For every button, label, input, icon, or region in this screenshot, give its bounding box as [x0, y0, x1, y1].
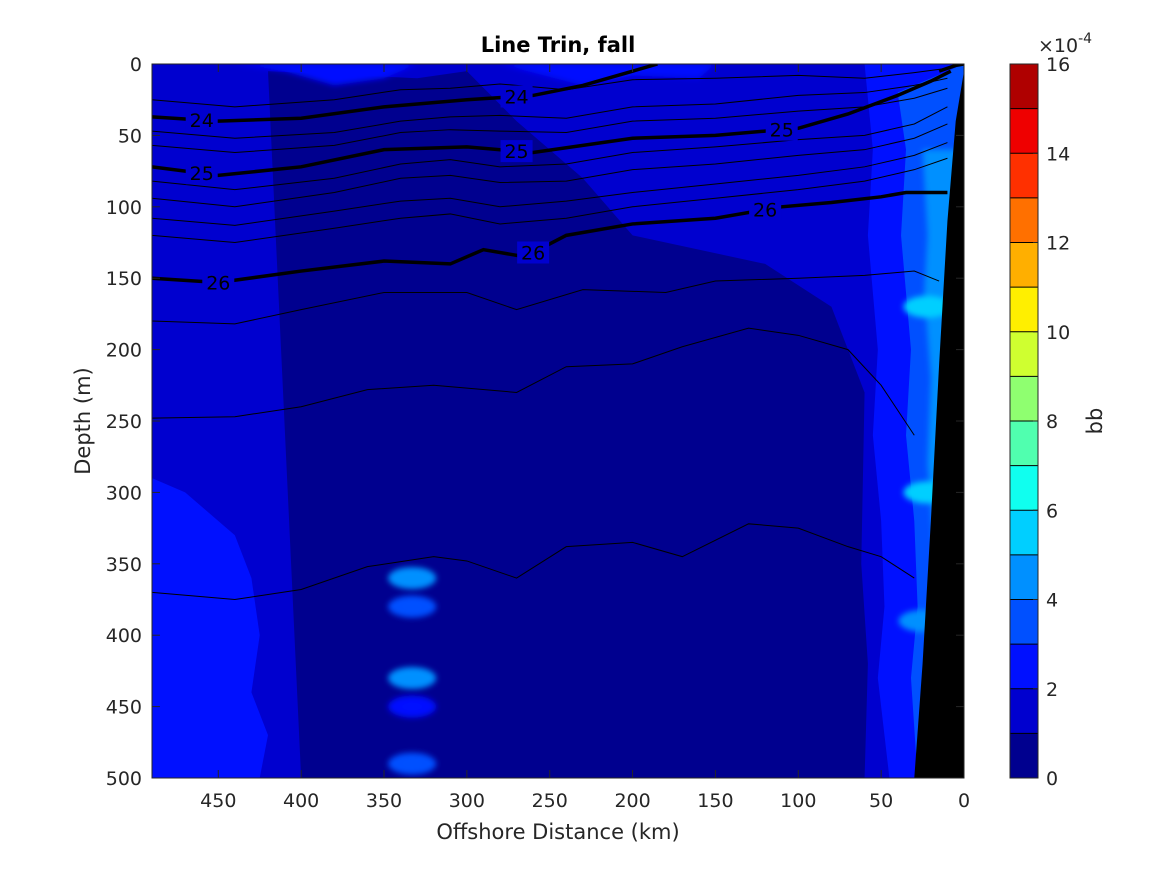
contour-label-background	[517, 241, 550, 264]
colorbar-tick-label: 8	[1046, 411, 1058, 433]
colorbar-swatch	[1010, 376, 1038, 421]
colorbar-swatch	[1010, 64, 1038, 109]
x-axis: 450 400 350 300 250 200 150 100 50 0	[200, 64, 970, 812]
y-tick-label: 0	[130, 54, 142, 76]
field-spot-core	[402, 674, 423, 683]
contour-label-background	[202, 271, 235, 294]
bold-contour-line-25	[152, 69, 952, 178]
contour-labels: 24 24 25 25 25 26 26 26	[185, 85, 798, 294]
contour-label: 25	[770, 120, 794, 142]
x-tick-label: 50	[869, 790, 893, 812]
colorbar-swatch	[1010, 733, 1038, 778]
colorbar-tick-label: 16	[1046, 54, 1070, 76]
x-tick-label: 350	[366, 790, 402, 812]
contour-label: 24	[504, 86, 528, 108]
y-tick-label: 100	[106, 197, 142, 219]
colorbar-swatch	[1010, 554, 1038, 600]
y-tick-label: 50	[118, 125, 142, 147]
thin-contour-line	[152, 523, 915, 601]
colorbar-exponent-base: ×10	[1038, 35, 1078, 57]
thin-contour-line	[152, 77, 948, 139]
contour-label: 24	[190, 110, 214, 132]
field-patch-offshore	[152, 478, 268, 778]
field-patch-surface	[234, 64, 418, 86]
colorbar-tick-label: 10	[1046, 322, 1070, 344]
colorbar-swatch	[1010, 108, 1038, 154]
y-tick-label: 450	[106, 697, 142, 719]
x-tick-label: 0	[958, 790, 970, 812]
contour-label-background	[749, 198, 782, 221]
y-tick-label: 400	[106, 625, 142, 647]
colorbar-swatch	[1010, 197, 1038, 243]
x-axis-label: Offshore Distance (km)	[436, 820, 679, 844]
x-tick-label: 400	[283, 790, 319, 812]
colorbar-exponent: ×10-4	[1038, 31, 1092, 57]
bold-contour-line-26	[152, 190, 948, 285]
contour-label-background	[500, 140, 533, 163]
contour-label: 26	[753, 200, 777, 222]
colorbar-swatch	[1010, 688, 1038, 734]
field-spot-core	[402, 602, 423, 611]
colorbar-exponent-power: -4	[1078, 31, 1092, 47]
field-patch-surface	[500, 64, 716, 86]
thin-contour-line	[152, 270, 940, 325]
colorbar-label: bb	[1083, 408, 1107, 435]
y-tick-label: 200	[106, 340, 142, 362]
thin-contour-line	[152, 123, 948, 208]
colorbar-tick-label: 6	[1046, 500, 1058, 522]
colorbar-tick-label: 14	[1046, 143, 1070, 165]
colorbar-swatch	[1010, 242, 1038, 288]
colorbar-swatch	[1010, 153, 1038, 198]
field-spot-core	[917, 302, 938, 311]
bold-contour-lines	[152, 64, 964, 285]
colorbar-tick-label: 2	[1046, 679, 1058, 701]
colorbar: 16 14 12 10 8 6 4 2 0	[1009, 54, 1070, 790]
contour-label-background	[500, 85, 533, 108]
y-tick-label: 150	[106, 268, 142, 290]
colorbar-swatch	[1010, 331, 1038, 377]
contour-label: 26	[521, 242, 545, 264]
colorbar-swatch	[1010, 599, 1038, 645]
x-tick-label: 250	[532, 790, 568, 812]
thin-contour-line	[152, 327, 915, 436]
colorbar-swatch	[1010, 644, 1038, 689]
contour-label: 25	[190, 163, 214, 185]
thin-contour-line	[152, 142, 948, 226]
contour-label: 26	[206, 272, 230, 294]
colorbar-tick-label: 0	[1046, 768, 1058, 790]
y-axis-label: Depth (m)	[71, 367, 95, 474]
chart-title: Line Trin, fall	[481, 33, 636, 57]
colorbar-swatch	[1010, 287, 1038, 332]
y-axis: 0 50 100 150 200 250 300 350 400 450 500	[106, 54, 964, 790]
colorbar-swatch	[1010, 510, 1038, 555]
field-spot-core	[402, 574, 423, 583]
thin-contour-lines	[152, 67, 948, 601]
bottom-topography	[914, 71, 964, 778]
colorbar-swatch	[1010, 465, 1038, 511]
contour-label: 25	[504, 141, 528, 163]
y-tick-label: 350	[106, 554, 142, 576]
x-tick-label: 200	[614, 790, 650, 812]
x-tick-label: 100	[780, 790, 816, 812]
bold-contour-line-24	[152, 64, 658, 123]
field-spot-core	[402, 759, 423, 768]
contour-label-background	[765, 118, 798, 141]
colorbar-swatch	[1010, 421, 1038, 466]
x-tick-label: 300	[449, 790, 485, 812]
field-spot-core	[402, 702, 423, 711]
thin-contour-line	[152, 157, 948, 244]
contour-label-background	[185, 162, 218, 185]
plot-area: 24 24 25 25 25 26 26 26	[152, 64, 964, 778]
colorbar-tick-label: 4	[1046, 590, 1058, 612]
contour-label-background	[185, 109, 218, 132]
x-tick-label: 450	[200, 790, 236, 812]
y-tick-label: 250	[106, 411, 142, 433]
y-tick-label: 500	[106, 768, 142, 790]
colorbar-tick-label: 12	[1046, 233, 1070, 255]
thin-contour-line	[152, 106, 948, 191]
svg-text:×10-4: ×10-4	[1038, 31, 1092, 57]
y-tick-label: 300	[106, 482, 142, 504]
x-tick-label: 150	[697, 790, 733, 812]
